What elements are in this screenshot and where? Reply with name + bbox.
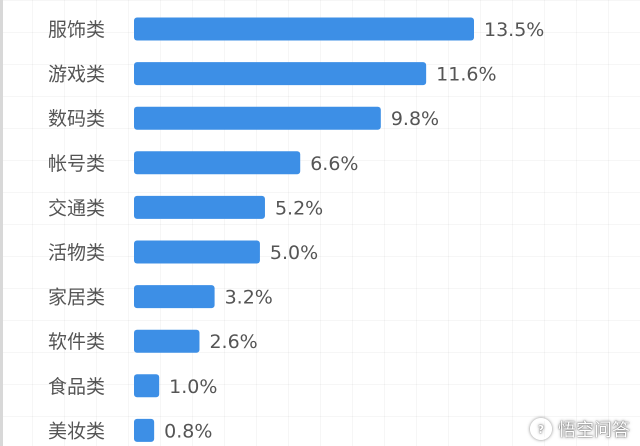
value-label: 1.0% <box>169 376 217 398</box>
value-label: 5.2% <box>275 197 323 219</box>
category-label: 食品类 <box>48 376 105 398</box>
watermark-text: 悟空问答 <box>558 420 630 441</box>
left-rule <box>0 0 3 446</box>
category-label: 服饰类 <box>48 19 105 41</box>
category-label: 软件类 <box>48 331 105 353</box>
category-label: 活物类 <box>48 242 105 264</box>
category-label: 游戏类 <box>48 64 105 86</box>
category-label: 美妆类 <box>48 420 105 442</box>
value-label: 3.2% <box>225 287 273 309</box>
bar <box>134 329 200 353</box>
bar <box>134 240 260 264</box>
bar <box>134 418 155 442</box>
value-label: 2.6% <box>209 331 257 353</box>
category-label: 帐号类 <box>48 153 105 175</box>
value-label: 11.6% <box>436 64 496 86</box>
bar <box>134 374 160 398</box>
bar <box>134 151 301 175</box>
bar <box>134 17 474 41</box>
bar <box>134 195 265 219</box>
category-label: 数码类 <box>48 108 105 130</box>
category-label: 家居类 <box>48 287 105 309</box>
bar <box>134 62 427 86</box>
watermark: ? 悟空问答 <box>530 416 630 442</box>
category-label: 交通类 <box>48 197 105 219</box>
value-label: 0.8% <box>164 420 212 442</box>
value-label: 5.0% <box>270 242 318 264</box>
speech-bubble-icon: ? <box>530 418 552 440</box>
value-label: 6.6% <box>310 153 358 175</box>
bar <box>134 285 215 309</box>
value-label: 13.5% <box>484 19 544 41</box>
value-label: 9.8% <box>391 108 439 130</box>
bar <box>134 106 381 130</box>
